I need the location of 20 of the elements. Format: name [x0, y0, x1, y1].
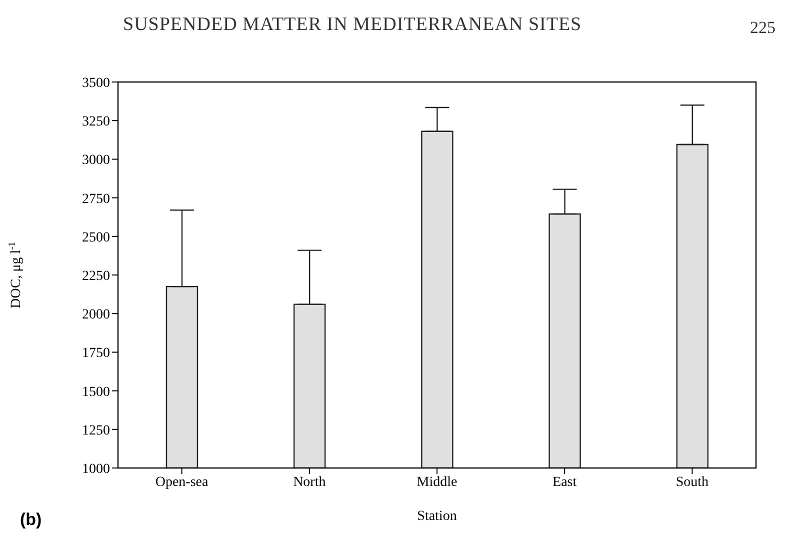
x-tick-label: Middle: [416, 474, 458, 490]
text: 225: [750, 18, 776, 38]
y-tick-label: 1000: [82, 462, 110, 477]
y-tick-label: 1500: [82, 384, 110, 400]
x-tick-label: North: [293, 474, 326, 490]
x-tick-label: Open-sea: [155, 474, 210, 490]
x-axis-title: Station: [417, 509, 457, 524]
x-tick-label: East: [552, 474, 577, 490]
x-tick-label: South: [676, 474, 709, 490]
y-tick-label: 3500: [82, 76, 110, 91]
y-tick-label: 3250: [82, 114, 110, 130]
y-tick-label: 2250: [82, 268, 110, 284]
y-tick-label: 1250: [82, 423, 110, 438]
y-tick-label: 3000: [82, 153, 110, 168]
text: (b): [20, 510, 42, 530]
y-tick-label: 1750: [82, 346, 110, 362]
y-tick-label: 2750: [82, 192, 110, 207]
y-tick-label: 2500: [82, 230, 110, 246]
text: SUSPENDED MATTER IN MEDITERRANEAN SITES: [123, 14, 582, 36]
y-tick-label: 2000: [82, 308, 110, 323]
